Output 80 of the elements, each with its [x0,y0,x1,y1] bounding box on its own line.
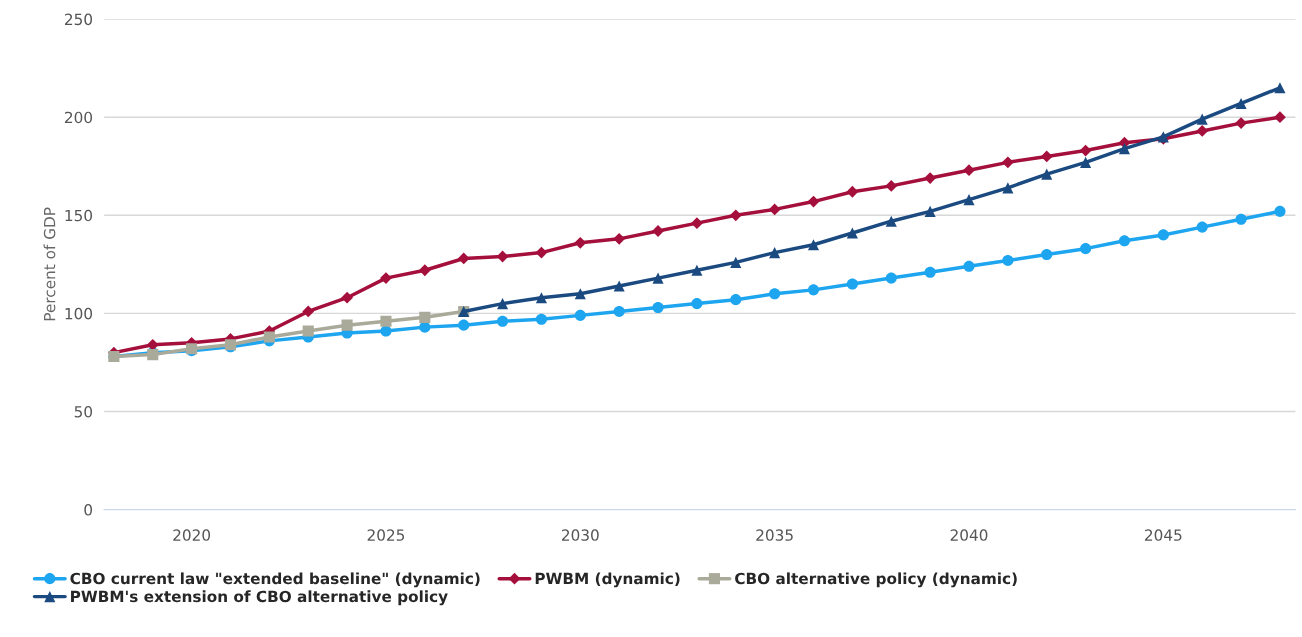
point [1118,143,1131,155]
point [730,294,742,306]
point [924,205,936,217]
y-tick-label: 250 [65,13,93,26]
point [652,301,664,314]
point [302,325,314,337]
point [380,315,392,327]
y-tick-label: 150 [65,209,93,222]
point [302,305,315,318]
point [652,272,664,284]
point [963,164,975,177]
point [613,232,626,245]
point [768,203,781,216]
point [1041,248,1053,261]
point [1079,144,1092,157]
legend-label: PWBM's extension of CBO alternative policy [71,590,448,606]
legend-label: PWBM (dynamic) [535,572,680,588]
point [1080,156,1092,168]
x-tick-label: 2035 [756,529,793,541]
point [497,298,509,310]
point [807,239,820,251]
point [807,284,820,296]
point [419,311,431,323]
point [1196,221,1208,233]
y-tick-label: 200 [65,111,93,124]
point [1235,97,1247,110]
point [1196,113,1208,125]
point [885,272,897,284]
y-tick-label: 50 [74,405,93,418]
point [730,256,742,268]
x-tick-label: 2030 [561,529,599,541]
y-tick-label: 0 [84,504,93,516]
point [846,185,859,198]
point [418,264,431,277]
point [885,179,898,192]
point [1274,111,1286,124]
y-axis-title: Percent of GDP [43,207,56,321]
point [535,313,547,325]
point [924,266,936,278]
point [885,215,897,227]
x-tick-label: 2045 [1145,529,1182,541]
point [769,288,781,300]
x-tick-label: 2040 [950,529,988,541]
point [729,209,742,222]
legend-label: CBO alternative policy (dynamic) [735,572,1017,588]
point [263,331,275,343]
point [691,217,703,230]
point [497,315,509,327]
point [458,319,470,331]
point [1274,205,1286,217]
point [1002,254,1014,266]
point [924,172,937,184]
point [1001,156,1014,169]
x-tick-label: 2020 [173,529,211,541]
point [574,309,586,321]
point [691,264,703,276]
point [1196,125,1209,137]
point [341,319,353,331]
point [1040,150,1053,163]
point [613,305,625,317]
point [380,272,392,284]
point [769,247,781,259]
point [1235,213,1247,225]
point [1118,235,1131,247]
point [1041,168,1053,180]
point [341,291,353,304]
point [691,298,703,310]
point [963,194,975,206]
x-tick-label: 2025 [367,529,405,541]
point [963,260,975,272]
point [535,246,548,259]
point [1274,82,1286,94]
point [535,292,547,304]
point [1235,117,1247,129]
point [1157,229,1169,241]
y-tick-label: 100 [65,307,93,320]
legend-label: CBO current law "extended baseline" (dynamic) [70,572,480,588]
point [846,278,858,290]
point [846,227,858,239]
point [1080,243,1092,255]
